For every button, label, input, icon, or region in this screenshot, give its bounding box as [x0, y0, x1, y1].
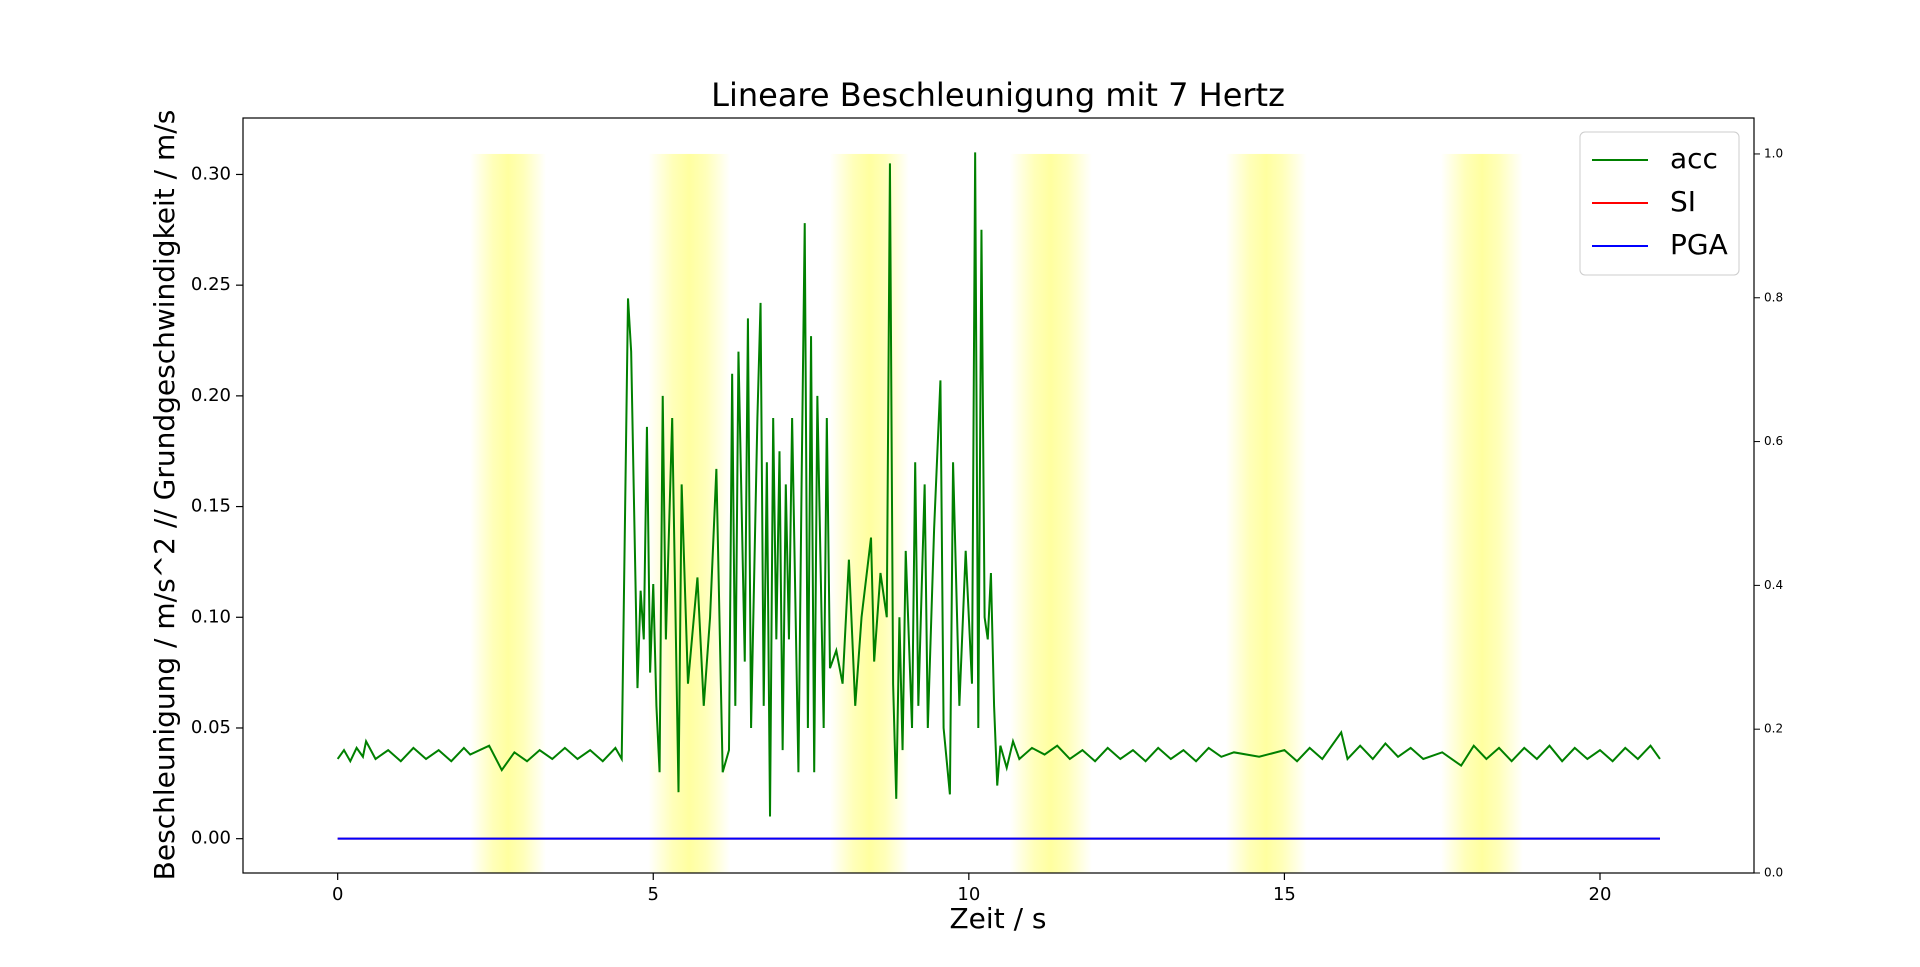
highlight-span — [1440, 153, 1523, 873]
y-tick-label: 0.30 — [191, 163, 231, 184]
y2-tick-label: 0.2 — [1764, 722, 1783, 736]
legend-label: PGA — [1670, 228, 1728, 261]
legend-box — [1579, 131, 1740, 276]
highlight-span — [1009, 153, 1092, 873]
y-tick-label: 0.10 — [191, 606, 231, 627]
x-axis-label: Zeit / s — [950, 902, 1047, 935]
legend-label: SI — [1670, 185, 1696, 218]
y-tick-label: 0.25 — [191, 274, 231, 295]
y-tick-label: 0.15 — [191, 496, 231, 517]
y-tick-label: 0.00 — [191, 828, 231, 849]
x-tick-label: 15 — [1273, 884, 1296, 905]
x-tick-label: 0 — [332, 884, 343, 905]
plot-frame — [242, 117, 1755, 874]
y2-tick-label: 1.0 — [1764, 146, 1783, 160]
legend-label: acc — [1670, 142, 1718, 175]
y-axis-label: Beschleunigung / m/s^2 // Grundgeschwind… — [148, 110, 181, 881]
y2-tick-label: 0.6 — [1764, 434, 1783, 448]
chart-title: Lineare Beschleunigung mit 7 Hertz — [711, 76, 1285, 114]
highlight-span — [1225, 153, 1307, 873]
y2-tick-label: 0.8 — [1764, 290, 1783, 304]
x-tick-label: 5 — [648, 884, 659, 905]
y2-tick-label: 0.4 — [1764, 578, 1783, 592]
x-tick-label: 10 — [957, 884, 980, 905]
highlight-span — [470, 153, 546, 873]
x-tick-label: 20 — [1589, 884, 1612, 905]
y-tick-label: 0.05 — [191, 717, 231, 738]
y2-tick-label: 0.0 — [1764, 866, 1783, 880]
data-line — [336, 152, 1661, 817]
y-tick-label: 0.20 — [191, 385, 231, 406]
